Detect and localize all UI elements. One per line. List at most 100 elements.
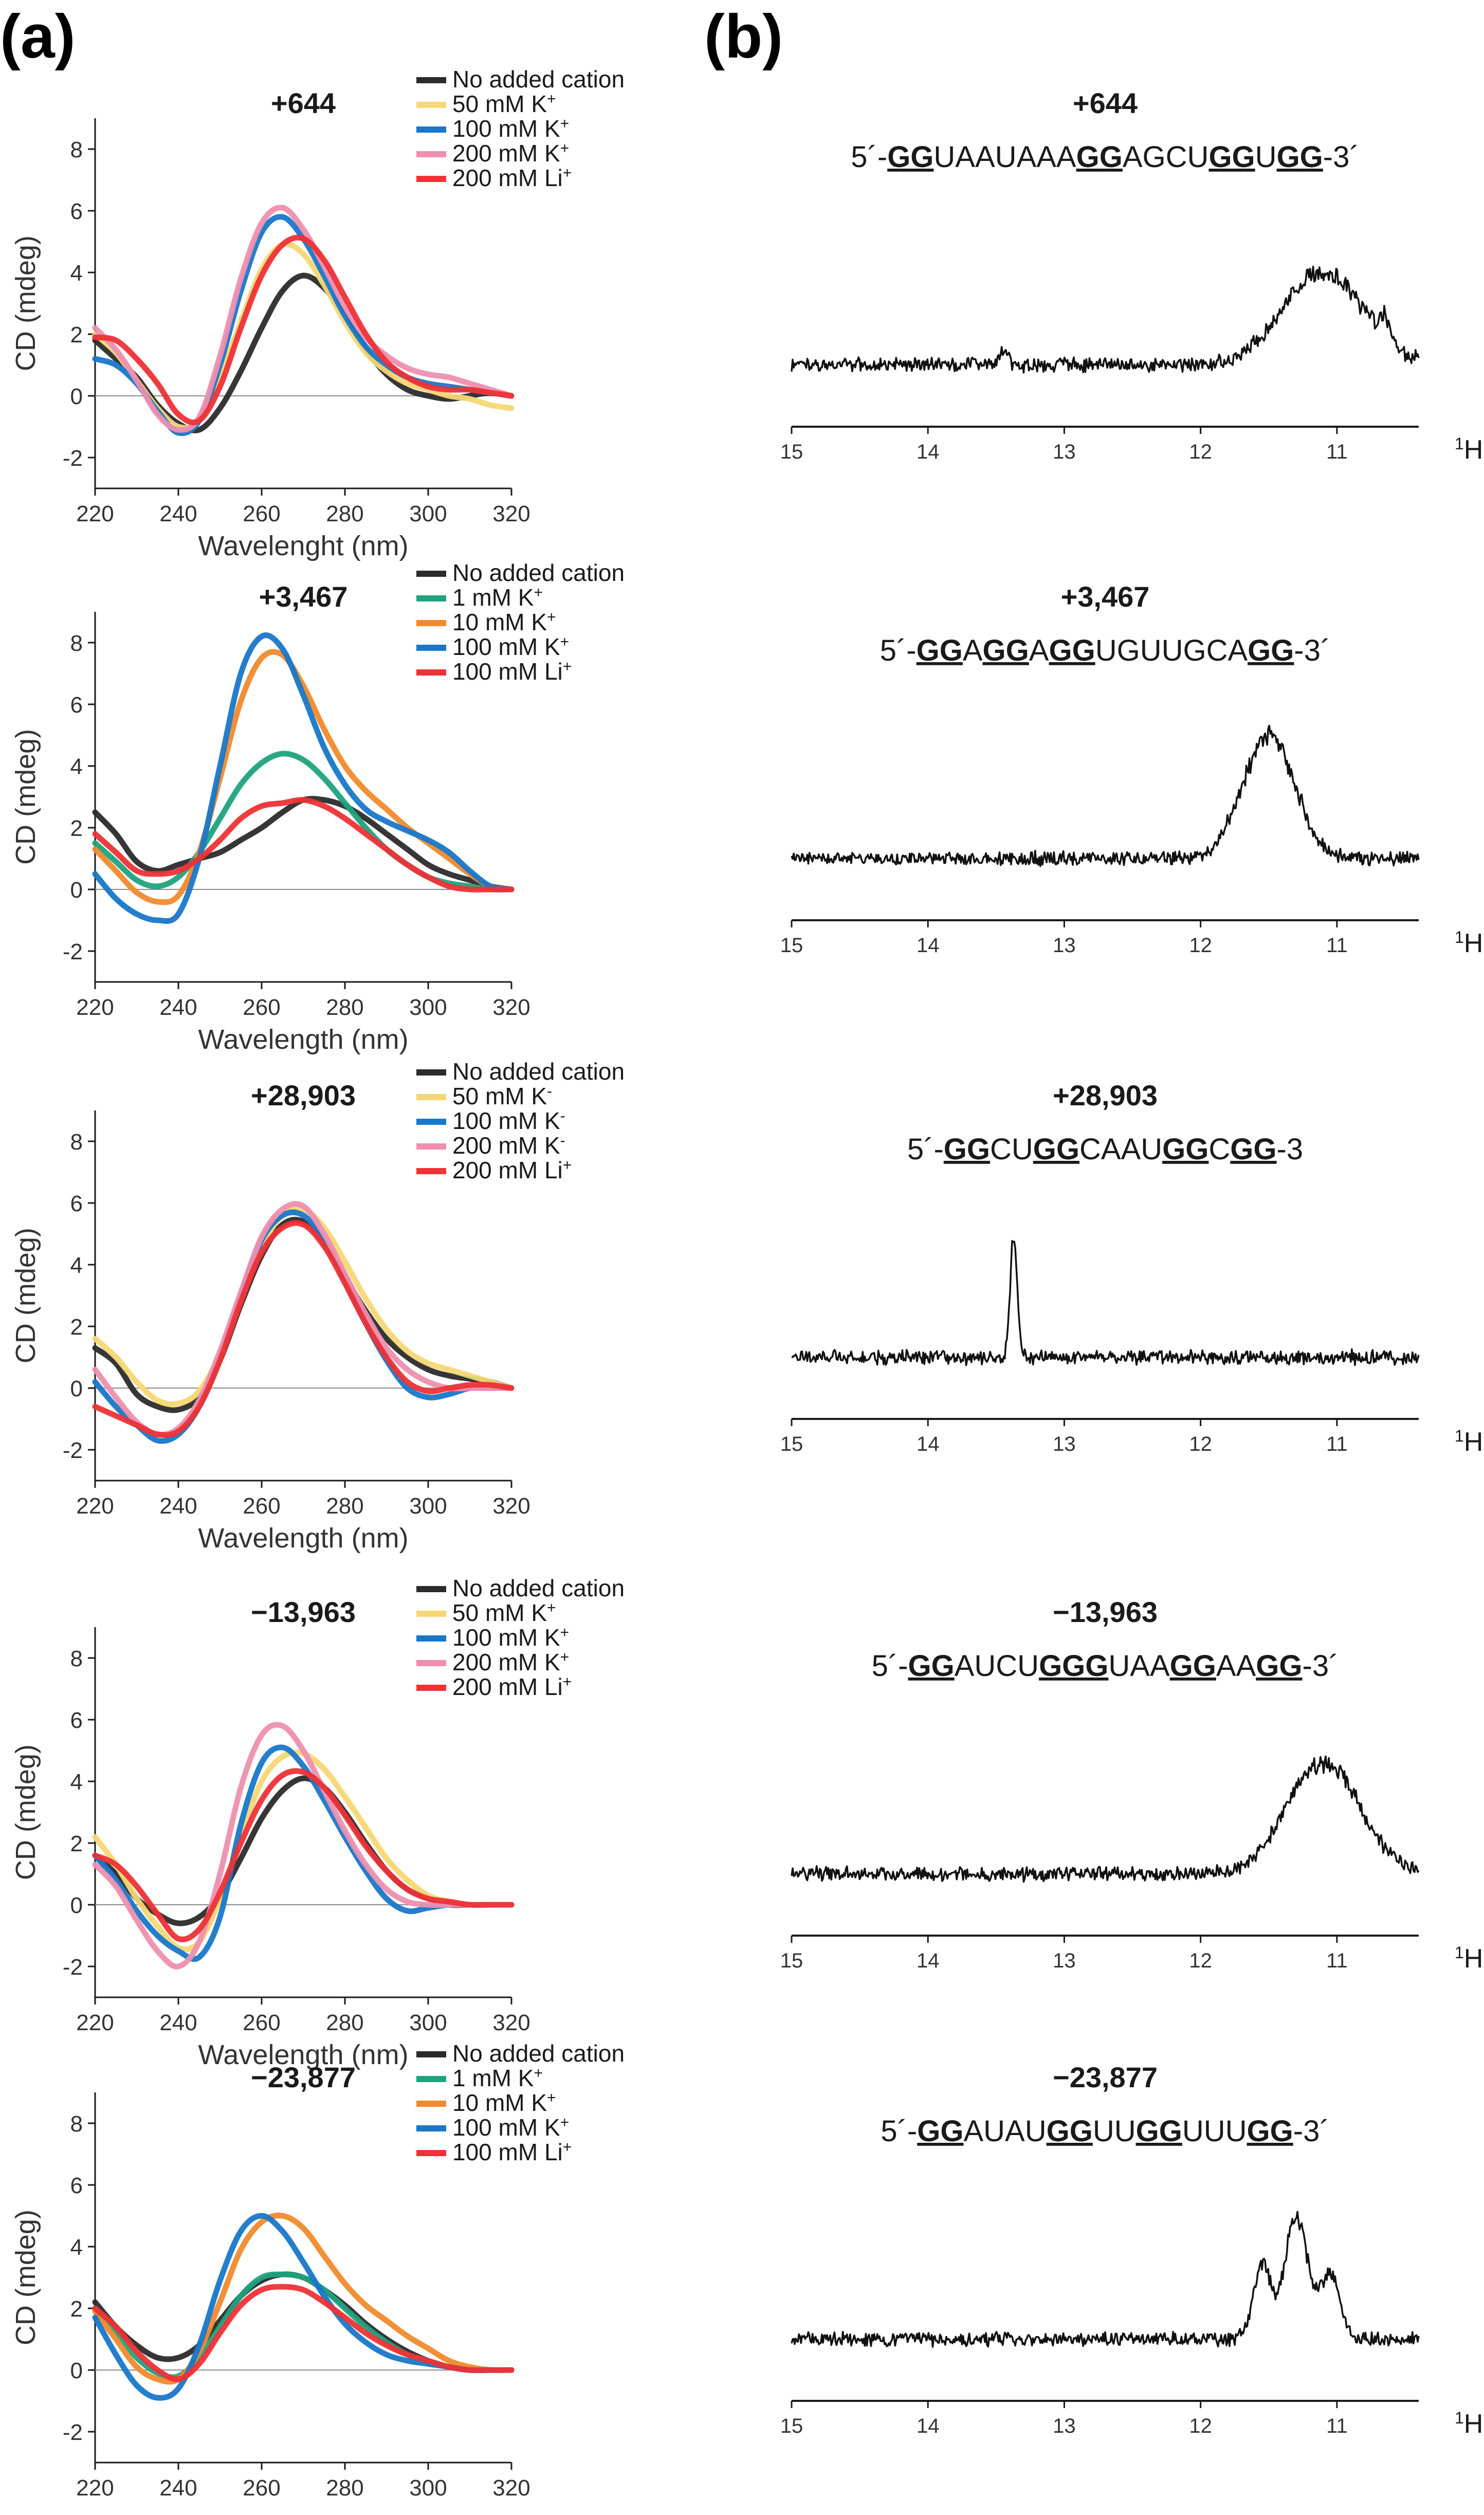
- ppm-axis-label-text: H (ppm): [1464, 1427, 1484, 1457]
- y-axis-label: CD (mdeg): [10, 729, 41, 865]
- sequence-motif-gg: GG: [1230, 1133, 1276, 1166]
- y-tick-label: 0: [70, 384, 83, 409]
- series-line-orange: [92, 2212, 515, 2385]
- legend-sup: +: [547, 2089, 556, 2106]
- sequence-segment: 5´-: [872, 1649, 908, 1683]
- x-tick-label: 280: [326, 501, 363, 526]
- legend-sup: +: [560, 115, 570, 132]
- ppm-tick-label: 13: [1053, 441, 1076, 463]
- legend-label: 100 mM K+: [452, 1624, 569, 1651]
- ppm-tick-label: 15: [780, 1433, 803, 1455]
- legend-label: 1 mM K+: [452, 2065, 543, 2091]
- y-tick-label: 8: [70, 137, 83, 162]
- y-tick-label: 6: [70, 692, 83, 718]
- nmr-spectrum-trace: [791, 2211, 1420, 2348]
- legend-label: 200 mM K+: [452, 1649, 569, 1675]
- rna-sequence: 5´-GGCUGGCAAUGGCGG-3: [907, 1133, 1303, 1166]
- legend-label: 10 mM K+: [452, 2089, 556, 2116]
- series-line-blue: [92, 632, 515, 924]
- x-tick-label: 240: [159, 501, 197, 526]
- legend-label: 200 mM Li+: [452, 1673, 572, 1700]
- legend-label: 100 mM Li+: [452, 2139, 572, 2165]
- ppm-axis-label-sup: 1: [1455, 1427, 1464, 1445]
- sequence-segment: UAAUAAA: [933, 140, 1076, 174]
- ppm-tick-label: 12: [1189, 1949, 1212, 1972]
- x-tick-label: 300: [409, 501, 447, 526]
- sequence-motif-gg: GG: [1248, 634, 1294, 667]
- y-tick-label: 0: [70, 878, 83, 903]
- ppm-tick-label: 13: [1053, 2415, 1076, 2437]
- y-tick-label: 2: [70, 2297, 83, 2322]
- legend-label: No added cation: [452, 66, 625, 93]
- ppm-tick-label: 14: [917, 1433, 940, 1455]
- sequence-segment: A: [963, 634, 983, 667]
- legend-sup: +: [563, 2139, 572, 2156]
- sequence-segment: 5´-: [851, 140, 887, 174]
- legend-sup: -: [560, 1107, 565, 1124]
- legend-label: 50 mM K+: [452, 1599, 556, 1626]
- ppm-tick-label: 14: [917, 1949, 940, 1972]
- sequence-motif-gg: GG: [1208, 140, 1255, 174]
- sequence-segment: -3´: [1294, 634, 1330, 667]
- legend-sup: +: [560, 1649, 570, 1666]
- sequence-motif-gg: GG: [1049, 634, 1095, 667]
- x-tick-label: 260: [243, 995, 280, 1020]
- y-tick-label: -2: [63, 1955, 83, 1980]
- x-tick-label: 320: [492, 995, 530, 1020]
- legend-label: 200 mM K-: [452, 1132, 565, 1159]
- x-tick-label: 280: [326, 2010, 363, 2035]
- legend-label: 100 mM K+: [452, 115, 569, 142]
- y-tick-label: 4: [70, 1770, 83, 1795]
- legend-label: 100 mM K+: [452, 633, 569, 660]
- sequence-segment: AUCU: [955, 1649, 1039, 1683]
- x-tick-label: 240: [159, 2475, 197, 2501]
- ppm-axis-label-sup: 1: [1455, 928, 1464, 946]
- sequence-segment: A: [1029, 634, 1049, 667]
- cd-chart-cd-28903: +28,903 -2 0 2 4 6 8 220 240 260 280 300 320 Waveleng…: [10, 1058, 625, 1554]
- legend-label: 50 mM K+: [452, 90, 556, 117]
- sequence-motif-gg: GG: [1277, 140, 1323, 174]
- legend-label: 200 mM K+: [452, 140, 569, 167]
- panel-label-b: (b): [704, 2, 783, 71]
- ppm-tick-label: 11: [1326, 934, 1348, 957]
- y-tick-label: -2: [63, 446, 83, 471]
- y-tick-label: 2: [70, 816, 83, 841]
- legend-sup: +: [547, 1599, 556, 1616]
- legend-sup: +: [563, 1157, 572, 1174]
- sequence-segment: 5´-: [907, 1133, 944, 1166]
- ppm-axis-label: 1H (ppm): [1455, 2409, 1484, 2439]
- x-tick-label: 280: [326, 1493, 363, 1519]
- ppm-tick-label: 15: [780, 934, 803, 957]
- sequence-motif-gg: GG: [917, 2115, 963, 2148]
- y-tick-label: 2: [70, 1831, 83, 1856]
- cd-chart-cd-644: +644 -2 0 2 4 6 8 220 240 260 280 300 320 Wavelenght …: [10, 66, 625, 561]
- sequence-segment: -3´: [1323, 140, 1360, 174]
- sequence-segment: UGUUGCA: [1095, 634, 1248, 667]
- chart-title: +3,467: [259, 580, 348, 613]
- legend-label: 1 mM K+: [452, 584, 543, 611]
- legend-sup: +: [534, 2065, 543, 2082]
- y-axis-label: CD (mdeg): [10, 2210, 41, 2345]
- legend-label: 50 mM K-: [452, 1083, 552, 1109]
- y-tick-label: 6: [70, 1708, 83, 1733]
- nmr-title: +28,903: [1053, 1079, 1158, 1111]
- x-tick-label: 320: [492, 1493, 530, 1519]
- ppm-tick-label: 14: [917, 934, 940, 957]
- x-axis-label: Wavelength (nm): [198, 1024, 408, 1055]
- x-tick-label: 320: [492, 2475, 530, 2501]
- sequence-segment: AUAU: [963, 2115, 1046, 2148]
- sequence-motif-gg: GG: [1047, 2115, 1093, 2148]
- sequence-segment: AGCU: [1123, 140, 1209, 174]
- legend-label: 100 mM K-: [452, 1107, 565, 1134]
- ppm-tick-label: 15: [780, 2415, 803, 2437]
- y-tick-label: 8: [70, 631, 83, 656]
- y-axis-label: CD (mdeg): [10, 235, 41, 371]
- y-tick-label: 4: [70, 2235, 83, 2260]
- legend-sup: +: [534, 584, 543, 601]
- chart-title: −13,963: [251, 1596, 356, 1628]
- legend-label: No added cation: [452, 1575, 625, 1601]
- ppm-tick-label: 12: [1189, 934, 1212, 957]
